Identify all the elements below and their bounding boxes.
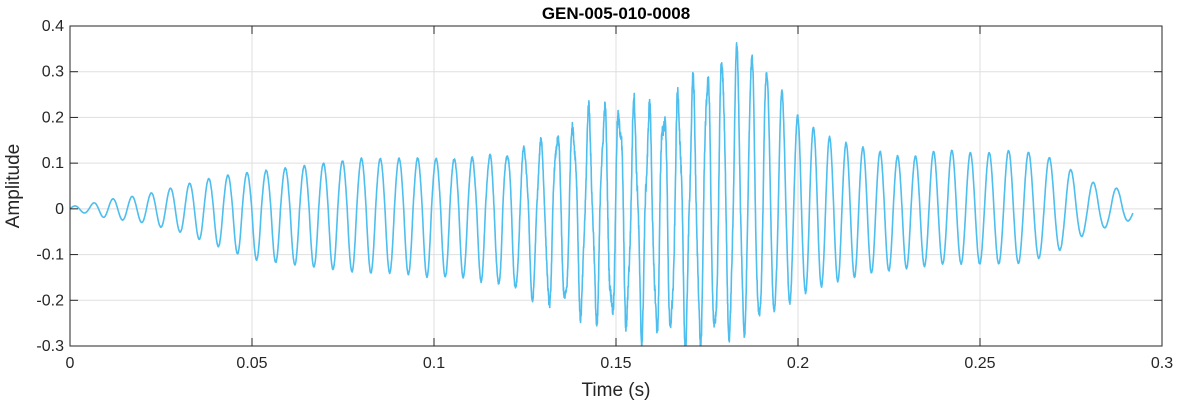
y-tick-label: 0.2 — [42, 109, 64, 126]
x-tick-label: 0.3 — [1151, 355, 1173, 372]
series-layer — [70, 42, 1134, 346]
chart-title: GEN-005-010-0008 — [542, 4, 690, 23]
x-tick-label: 0.25 — [964, 355, 995, 372]
y-tick-label: -0.1 — [36, 247, 64, 264]
x-tick-label: 0.05 — [236, 355, 267, 372]
series-line — [70, 42, 1134, 346]
y-tick-label: 0.1 — [42, 155, 64, 172]
x-tick-label: 0.1 — [423, 355, 445, 372]
y-tick-label: -0.2 — [36, 292, 64, 309]
y-tick-label: 0 — [55, 201, 64, 218]
x-tick-label: 0.15 — [600, 355, 631, 372]
y-tick-label: -0.3 — [36, 338, 64, 355]
ticks: 0 0.05 0.1 0.15 0.2 0.25 0.3 -0.3 -0.2 -0.1 0 0.1 0.… — [36, 18, 1173, 372]
y-tick-label: 0.3 — [42, 64, 64, 81]
x-axis-label: Time (s) — [582, 380, 651, 401]
y-tick-label: 0.4 — [42, 18, 64, 35]
x-tick-label: 0 — [66, 355, 75, 372]
y-axis-label: Amplitude — [3, 144, 24, 229]
x-tick-label: 0.2 — [787, 355, 809, 372]
